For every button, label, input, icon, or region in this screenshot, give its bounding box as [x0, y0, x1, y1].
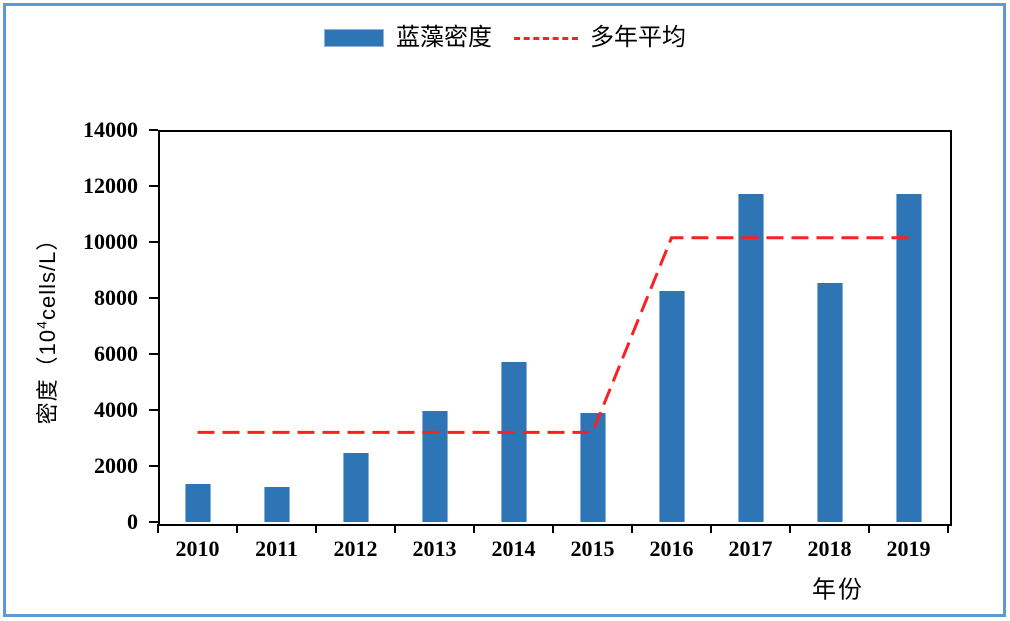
x-axis-tick: [236, 524, 238, 533]
x-axis-tick: [710, 524, 712, 533]
bar-2010: [184, 484, 211, 522]
x-axis-tick: [157, 524, 159, 533]
y-axis-title: 密度（104cells/L）: [33, 227, 60, 425]
bar-2011: [263, 487, 290, 522]
x-axis-tick: [473, 524, 475, 533]
legend-line-label: 多年平均: [590, 24, 686, 51]
legend: 蓝藻密度 多年平均: [0, 26, 1010, 50]
bar-2015: [579, 413, 606, 522]
x-tick-label-2018: 2018: [807, 536, 852, 561]
y-tick-label: 0: [127, 509, 138, 534]
x-axis-tick: [868, 524, 870, 533]
y-tick-label: 4000: [94, 397, 138, 422]
x-tick-label-2016: 2016: [649, 536, 694, 561]
x-tick-label-2015: 2015: [570, 536, 615, 561]
bar-2016: [658, 291, 685, 522]
y-axis-tick: [149, 409, 158, 411]
x-tick-label-2012: 2012: [333, 536, 378, 561]
y-tick-label: 12000: [83, 173, 138, 198]
legend-bar-swatch: [324, 29, 384, 47]
y-tick-label: 8000: [94, 285, 138, 310]
y-axis-tick: [149, 521, 158, 523]
x-tick-label-2017: 2017: [728, 536, 773, 561]
x-tick-label-2013: 2013: [412, 536, 457, 561]
y-tick-label: 14000: [83, 117, 138, 142]
legend-dashed-line-swatch: [514, 36, 578, 40]
x-tick-label-2014: 2014: [491, 536, 536, 561]
x-axis-tick: [315, 524, 317, 533]
y-axis-tick: [149, 353, 158, 355]
x-axis-tick: [552, 524, 554, 533]
x-axis-title: 年份: [812, 576, 864, 604]
bar-2017: [737, 194, 764, 522]
x-axis-tick: [947, 524, 949, 533]
bar-2019: [895, 194, 922, 522]
y-tick-label: 2000: [94, 453, 138, 478]
bar-2014: [500, 362, 527, 522]
bar-2013: [421, 411, 448, 522]
x-axis-tick: [631, 524, 633, 533]
x-axis-tick: [789, 524, 791, 533]
y-axis-tick: [149, 465, 158, 467]
y-tick-label: 6000: [94, 341, 138, 366]
x-tick-label-2011: 2011: [255, 536, 298, 561]
x-axis-tick: [394, 524, 396, 533]
bar-2012: [342, 453, 369, 522]
y-axis-tick: [149, 241, 158, 243]
legend-bar-label: 蓝藻密度: [396, 24, 492, 51]
y-axis-tick: [149, 129, 158, 131]
y-axis-tick: [149, 297, 158, 299]
y-tick-label: 10000: [83, 229, 138, 254]
bar-2018: [816, 282, 843, 522]
x-tick-label-2010: 2010: [175, 536, 220, 561]
y-axis-tick: [149, 185, 158, 187]
x-tick-label-2019: 2019: [886, 536, 931, 561]
